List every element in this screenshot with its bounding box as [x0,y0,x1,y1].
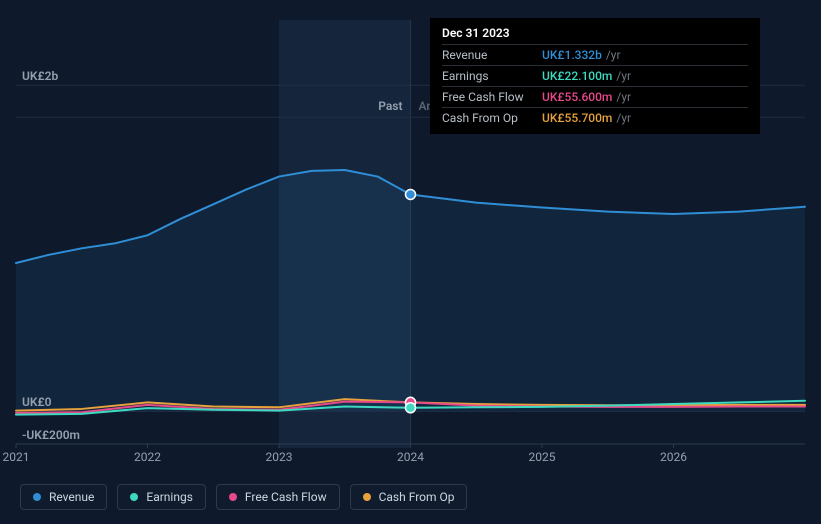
legend-item[interactable]: Cash From Op [350,484,468,510]
tooltip-metric-value: UK£55.600m [542,90,612,104]
legend-dot-icon [130,493,138,501]
tooltip-metric-unit: /yr [606,48,621,62]
legend-label: Free Cash Flow [245,490,327,504]
x-tick-label: 2023 [266,450,293,464]
tooltip-title: Dec 31 2023 [442,26,748,44]
x-tick-label: 2021 [3,450,30,464]
tooltip-metric-value: UK£55.700m [542,111,612,125]
legend-item[interactable]: Free Cash Flow [216,484,340,510]
legend-label: Earnings [146,490,193,504]
x-tick-label: 2026 [660,450,687,464]
legend-item[interactable]: Revenue [20,484,107,510]
finance-chart: { "chart": { "type": "line-area", "width… [0,0,821,524]
y-tick-label: -UK£200m [22,428,80,442]
tooltip-metric-label: Cash From Op [442,111,542,125]
tooltip-metric-value: UK£22.100m [542,69,612,83]
tooltip-row: EarningsUK£22.100m/yr [442,65,748,86]
tooltip-metric-label: Free Cash Flow [442,90,542,104]
hover-tooltip: Dec 31 2023 RevenueUK£1.332b/yrEarningsU… [430,18,760,134]
legend-label: Revenue [49,490,94,504]
y-tick-label: UK£0 [22,395,51,409]
x-tick-label: 2022 [134,450,161,464]
tooltip-row: Free Cash FlowUK£55.600m/yr [442,86,748,107]
legend-label: Cash From Op [379,490,455,504]
tooltip-metric-label: Revenue [442,48,542,62]
past-label: Past [378,99,402,113]
x-tick-label: 2025 [529,450,556,464]
tooltip-metric-value: UK£1.332b [542,48,602,62]
tooltip-metric-unit: /yr [616,111,631,125]
x-tick-label: 2024 [397,450,424,464]
tooltip-row: RevenueUK£1.332b/yr [442,44,748,65]
legend-dot-icon [229,493,237,501]
legend-dot-icon [33,493,41,501]
tooltip-metric-label: Earnings [442,69,542,83]
tooltip-metric-unit: /yr [616,90,631,104]
legend: Revenue Earnings Free Cash Flow Cash From O… [20,484,467,510]
y-tick-label: UK£2b [22,69,58,83]
legend-dot-icon [363,493,371,501]
tooltip-row: Cash From OpUK£55.700m/yr [442,107,748,128]
tooltip-metric-unit: /yr [616,69,631,83]
legend-item[interactable]: Earnings [117,484,206,510]
